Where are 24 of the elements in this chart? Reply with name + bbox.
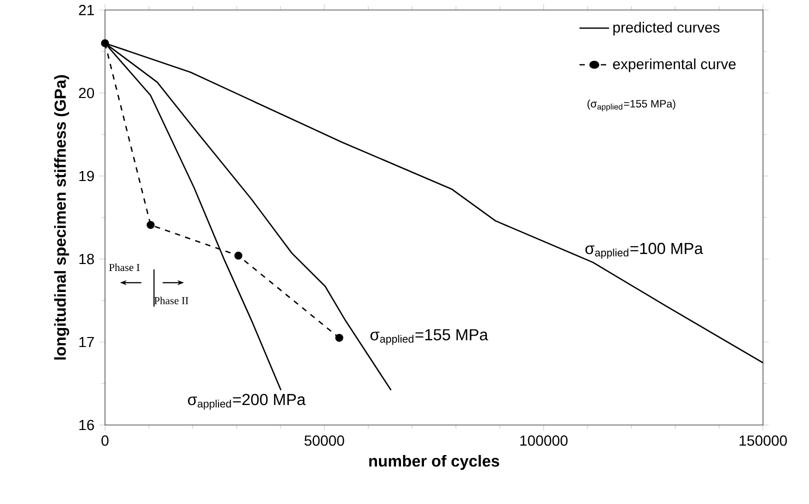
x-tick-label: 50000 bbox=[304, 435, 344, 446]
annotation: Phase I bbox=[109, 264, 140, 272]
y-tick-label: 16 bbox=[79, 420, 94, 430]
point bbox=[335, 334, 344, 342]
annotation: Phase II bbox=[154, 296, 188, 304]
y-axis-title: longitudinal specimen stiffness (GPa) bbox=[54, 75, 70, 360]
y-tick-label: 20 bbox=[79, 88, 94, 98]
legend-label: experimental curve bbox=[613, 58, 736, 72]
point bbox=[234, 252, 242, 260]
annotation: σ$_{applied}$=155 MPa bbox=[370, 329, 488, 345]
y-tick-label: 19 bbox=[79, 170, 94, 182]
legend-label: predicted curves bbox=[613, 22, 720, 36]
y-tick-label: 18 bbox=[79, 254, 94, 264]
x-tick-label: 100000 bbox=[520, 435, 568, 446]
x-axis-title: number of cycles bbox=[369, 454, 500, 470]
annotation: σ$_{applied}$=200 MPa bbox=[188, 394, 306, 410]
annotation: σ$_{applied}$=100 MPa bbox=[585, 242, 704, 259]
point bbox=[101, 39, 110, 48]
point bbox=[146, 220, 155, 229]
x-tick-label: 150000 bbox=[740, 435, 787, 446]
y-tick-label: 21 bbox=[79, 4, 94, 16]
x-tick-label: 0 bbox=[101, 435, 108, 446]
annotation: (σ$_{applied}$=155 MPa) bbox=[588, 100, 676, 112]
y-tick-label: 17 bbox=[79, 336, 94, 348]
